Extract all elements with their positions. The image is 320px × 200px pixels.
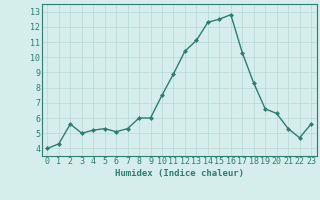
- X-axis label: Humidex (Indice chaleur): Humidex (Indice chaleur): [115, 169, 244, 178]
